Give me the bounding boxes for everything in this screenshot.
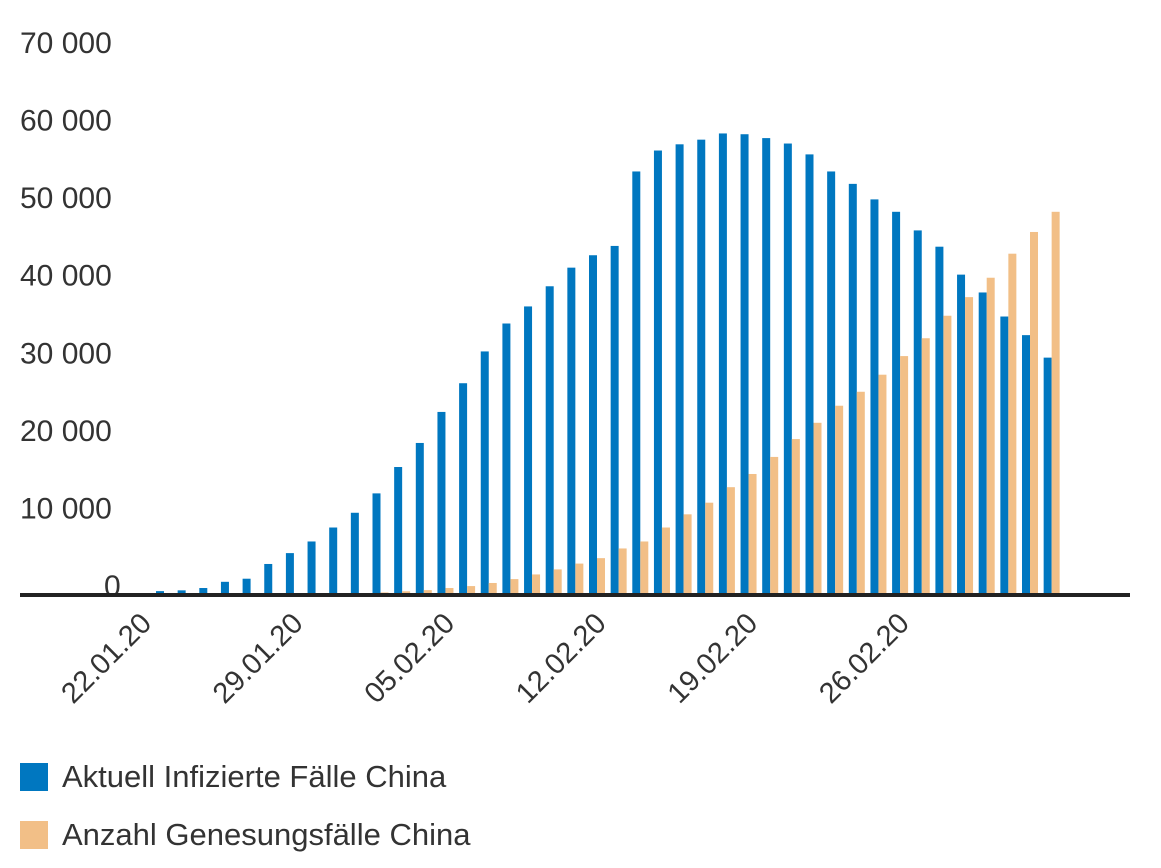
y-tick-label: 50 000 (20, 182, 112, 215)
bar-recovered (857, 392, 865, 595)
bar-recovered (575, 564, 583, 595)
bar-infected (719, 133, 727, 595)
y-axis-tick-labels: 0 10 000 20 000 30 000 40 000 50 000 60 000 70 … (20, 27, 121, 603)
bar-recovered (510, 579, 518, 595)
y-tick-label: 20 000 (20, 415, 112, 448)
bar-infected (611, 246, 619, 595)
bar-infected (286, 553, 294, 595)
x-tick-label: 22.01.20 (55, 607, 157, 709)
bar-recovered (835, 406, 843, 595)
bar-recovered (597, 558, 605, 595)
bar-infected (870, 199, 878, 595)
bar-infected (957, 275, 965, 595)
bar-recovered (878, 375, 886, 595)
legend: Aktuell Infizierte Fälle China Anzahl Ge… (20, 752, 470, 868)
bar-infected (243, 579, 251, 595)
bar-infected (762, 138, 770, 595)
bar-recovered (965, 297, 973, 595)
bar-infected (979, 292, 987, 595)
bar-infected (502, 324, 510, 596)
bar-infected (351, 513, 359, 595)
legend-swatch-recovered (20, 821, 48, 849)
legend-swatch-infected (20, 763, 48, 791)
bar-infected (914, 230, 922, 595)
legend-item-infected: Aktuell Infizierte Fälle China (20, 752, 470, 802)
x-tick-label: 29.01.20 (207, 607, 309, 709)
x-tick-label: 26.02.20 (813, 607, 915, 709)
bar-infected (676, 144, 684, 595)
bar-infected (827, 171, 835, 595)
x-tick-label: 05.02.20 (359, 607, 461, 709)
bar-infected (589, 255, 597, 595)
bar-infected (1000, 317, 1008, 595)
bar-infected (546, 286, 554, 595)
x-tick-label: 19.02.20 (662, 607, 764, 709)
bar-infected (632, 171, 640, 595)
bar-recovered (532, 574, 540, 595)
bar-infected (524, 306, 532, 595)
legend-label-infected: Aktuell Infizierte Fälle China (62, 759, 446, 795)
bar-marks (156, 133, 1060, 595)
bar-infected (849, 184, 857, 595)
bar-recovered (987, 278, 995, 595)
bar-chart: 0 10 000 20 000 30 000 40 000 50 000 60 000 70 … (0, 0, 1161, 745)
x-axis-tick-labels: 22.01.20 29.01.20 05.02.20 12.02.20 19.02.20… (55, 607, 915, 709)
bar-infected (654, 151, 662, 595)
bar-recovered (684, 514, 692, 595)
bar-recovered (792, 439, 800, 595)
bar-recovered (749, 474, 757, 595)
bar-recovered (619, 548, 627, 595)
x-tick-label: 12.02.20 (510, 607, 612, 709)
bar-infected (481, 351, 489, 595)
bar-recovered (943, 316, 951, 595)
bar-infected (806, 154, 814, 595)
bar-recovered (705, 503, 713, 595)
bar-recovered (554, 569, 562, 595)
y-tick-label: 70 000 (20, 27, 112, 60)
y-tick-label: 0 (104, 570, 121, 603)
bar-infected (1022, 335, 1030, 595)
y-tick-label: 30 000 (20, 337, 112, 370)
bar-infected (373, 493, 381, 595)
legend-label-recovered: Anzahl Genesungsfälle China (62, 817, 470, 853)
bar-recovered (1052, 212, 1060, 595)
bar-infected (416, 443, 424, 595)
bar-infected (1044, 358, 1052, 595)
bar-recovered (727, 487, 735, 595)
bar-infected (567, 268, 575, 595)
bar-infected (784, 144, 792, 595)
bar-infected (459, 383, 467, 595)
bar-recovered (814, 423, 822, 595)
y-tick-label: 10 000 (20, 492, 112, 525)
bar-recovered (770, 457, 778, 595)
bar-infected (892, 212, 900, 595)
bar-infected (329, 528, 337, 595)
bar-recovered (1030, 232, 1038, 595)
bar-recovered (922, 338, 930, 595)
bar-recovered (662, 528, 670, 595)
bar-infected (741, 134, 749, 595)
bar-infected (697, 140, 705, 595)
bar-infected (264, 564, 272, 595)
bar-recovered (900, 356, 908, 595)
bar-infected (935, 247, 943, 595)
legend-item-recovered: Anzahl Genesungsfälle China (20, 810, 470, 860)
y-tick-label: 60 000 (20, 105, 112, 138)
bar-infected (437, 412, 445, 595)
bar-infected (308, 541, 316, 595)
bar-recovered (1008, 254, 1016, 595)
y-tick-label: 40 000 (20, 260, 112, 293)
bar-recovered (640, 541, 648, 595)
bar-infected (394, 467, 402, 595)
